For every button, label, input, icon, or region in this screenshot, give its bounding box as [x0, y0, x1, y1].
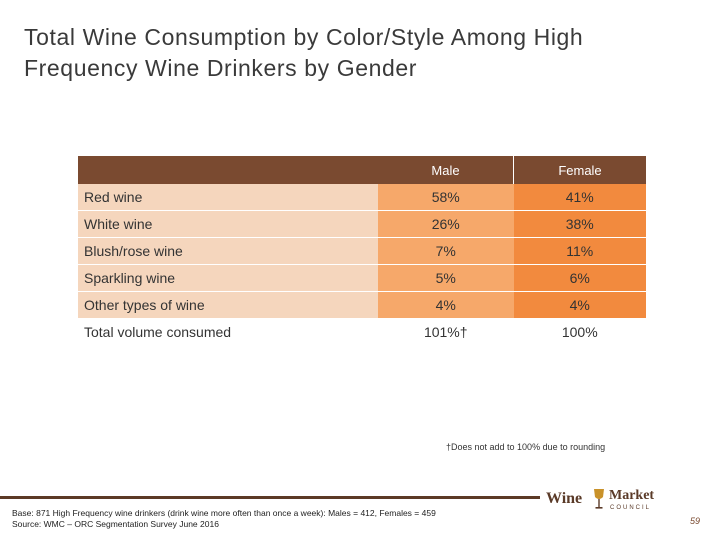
table-row: Sparkling wine 5% 6% — [78, 264, 646, 292]
wine-glass-icon — [594, 489, 604, 509]
wine-market-council-logo: Wine Market COUNCIL — [546, 488, 666, 514]
total-female: 100% — [513, 318, 646, 345]
header-female: Female — [513, 156, 646, 184]
row-label: Other types of wine — [78, 291, 378, 319]
rounding-footnote: †Does not add to 100% due to rounding — [446, 442, 606, 452]
row-label: Blush/rose wine — [78, 237, 378, 265]
table-row: Red wine 58% 41% — [78, 184, 646, 211]
row-label: Sparkling wine — [78, 264, 378, 292]
male-value: 7% — [378, 237, 514, 265]
base-text: Base: 871 High Frequency wine drinkers (… — [12, 508, 436, 518]
source-text: Source: WMC – ORC Segmentation Survey Ju… — [12, 519, 219, 529]
table-header-row: Male Female — [78, 156, 646, 184]
male-value: 58% — [378, 184, 514, 211]
logo-market-text: Market — [609, 488, 655, 503]
logo-wine-text: Wine — [546, 490, 583, 507]
slide-title: Total Wine Consumption by Color/Style Am… — [24, 24, 584, 81]
header-male: Male — [378, 156, 514, 184]
page-number: 59 — [690, 516, 701, 526]
male-value: 5% — [378, 264, 514, 292]
female-value: 41% — [513, 184, 646, 211]
logo-council-text: COUNCIL — [610, 505, 652, 511]
male-value: 26% — [378, 210, 514, 238]
female-value: 6% — [513, 264, 646, 292]
female-value: 4% — [513, 291, 646, 319]
total-label: Total volume consumed — [78, 318, 378, 345]
header-blank — [78, 156, 378, 184]
wine-consumption-table: Male Female Red wine 58% 41% White wine … — [78, 156, 646, 345]
table-row: Blush/rose wine 7% 11% — [78, 237, 646, 265]
male-value: 4% — [378, 291, 514, 319]
total-male: 101%† — [378, 318, 514, 345]
female-value: 11% — [513, 237, 646, 265]
table-row: White wine 26% 38% — [78, 210, 646, 238]
footer-rule — [0, 496, 540, 499]
table-row: Other types of wine 4% 4% — [78, 291, 646, 319]
row-label: White wine — [78, 210, 378, 238]
female-value: 38% — [513, 210, 646, 238]
total-row: Total volume consumed 101%† 100% — [78, 318, 646, 345]
source-note: Base: 871 High Frequency wine drinkers (… — [12, 508, 436, 530]
row-label: Red wine — [78, 184, 378, 211]
